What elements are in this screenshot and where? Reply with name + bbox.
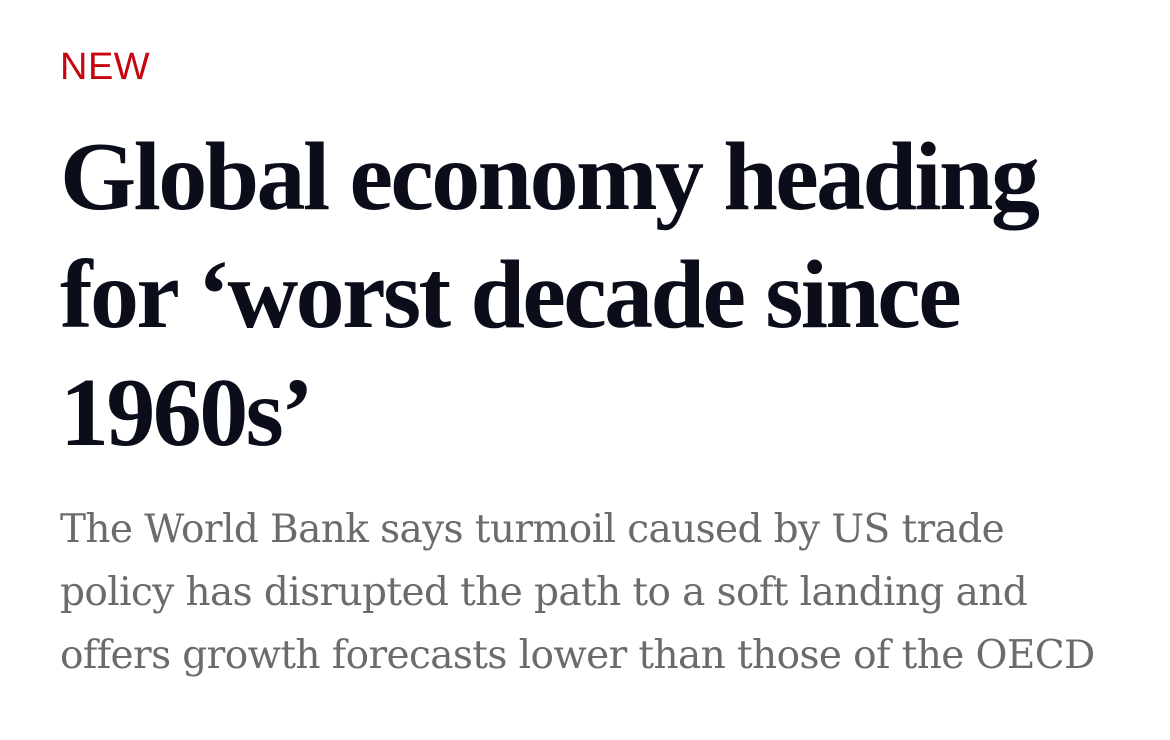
new-label: NEW [60,46,151,88]
article-headline[interactable]: Global economy heading for ‘worst decade… [60,123,1040,467]
article-standfirst: The World Bank says turmoil caused by US… [60,507,1095,678]
article-teaser[interactable]: NEW Global economy heading for ‘worst de… [60,44,1120,687]
